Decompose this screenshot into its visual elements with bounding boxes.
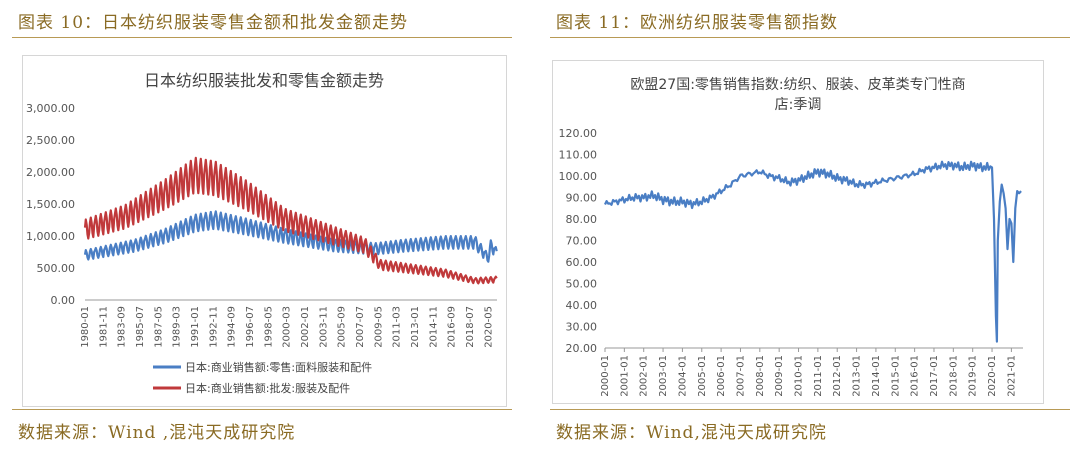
series-retail-line xyxy=(83,210,498,263)
left-caption-rule xyxy=(12,37,512,38)
x-tick-label: 2014-11 xyxy=(428,306,439,348)
eu-retail-index-chart: 欧盟27国:零售销售指数:纺织、服装、皮革类专门性商 店:季调 20.00 30.… xyxy=(559,77,1023,397)
y-tick-label: 30.00 xyxy=(566,321,598,334)
y-tick-label: 3,000.00 xyxy=(26,102,75,115)
right-figure-caption: 图表 11：欧洲纺织服装零售额指数 xyxy=(556,13,839,33)
x-tick-label: 1994-09 xyxy=(227,306,238,348)
series-eu-index-line xyxy=(604,160,1022,343)
right-chart-panel: 欧盟27国:零售销售指数:纺织、服装、皮革类专门性商 店:季调 20.00 30.… xyxy=(552,60,1044,404)
x-tick-label: 2003-01 xyxy=(658,355,669,397)
left-legend: 日本:商业销售额:零售:面料服装和配件 日本:商业销售额:批发:服装及配件 xyxy=(153,360,372,395)
y-tick-label: 60.00 xyxy=(566,256,598,269)
x-tick-label: 2001-01 xyxy=(619,355,630,397)
right-caption-rule xyxy=(550,37,1070,38)
x-tick-label: 2020-01 xyxy=(987,355,998,397)
x-tick-label: 2002-01 xyxy=(300,306,311,348)
x-tick-label: 1981-11 xyxy=(98,306,109,348)
x-tick-label: 2021-01 xyxy=(1006,355,1017,397)
x-tick-label: 2000-01 xyxy=(600,355,611,397)
y-tick-label: 50.00 xyxy=(566,278,598,291)
x-tick-label: 2006-01 xyxy=(716,355,727,397)
x-tick-label: 2002-01 xyxy=(639,355,650,397)
x-tick-label: 2017-01 xyxy=(929,355,940,397)
x-tick-label: 2005-09 xyxy=(337,306,348,348)
y-tick-label: 1,000.00 xyxy=(26,230,75,243)
x-tick-label: 2003-11 xyxy=(318,306,329,348)
x-tick-label: 1980-01 xyxy=(80,306,91,348)
x-tick-label: 2009-05 xyxy=(373,306,384,348)
y-tick-label: 90.00 xyxy=(566,192,598,205)
x-tick-label: 2000-03 xyxy=(282,306,293,348)
x-tick-label: 1996-07 xyxy=(245,306,256,348)
x-tick-label: 1989-03 xyxy=(172,306,183,348)
y-tick-label: 70.00 xyxy=(566,235,598,248)
right-source-note: 数据来源：Wind,混沌天成研究院 xyxy=(556,423,827,443)
right-source-rule xyxy=(550,409,1070,410)
left-chart-panel: 日本纺织服装批发和零售金额走势 0.00 500.00 1,000.00 1,500.… xyxy=(22,55,507,407)
x-tick-label: 1983-09 xyxy=(117,306,128,348)
x-tick-label: 1991-01 xyxy=(190,306,201,348)
legend-label-wholesale: 日本:商业销售额:批发:服装及配件 xyxy=(185,381,350,395)
x-tick-label: 2011-03 xyxy=(392,306,403,348)
x-tick-label: 2005-01 xyxy=(697,355,708,397)
series-wholesale-line xyxy=(83,156,498,285)
y-tick-label: 2,000.00 xyxy=(26,166,75,179)
x-tick-label: 2007-01 xyxy=(735,355,746,397)
x-tick-label: 2011-01 xyxy=(813,355,824,397)
left-source-rule xyxy=(12,409,512,410)
x-tick-label: 2012-01 xyxy=(832,355,843,397)
right-chart-title-line2: 店:季调 xyxy=(775,97,822,113)
y-tick-label: 500.00 xyxy=(37,262,76,275)
legend-label-retail: 日本:商业销售额:零售:面料服装和配件 xyxy=(185,360,372,374)
x-tick-label: 1985-07 xyxy=(135,306,146,348)
x-tick-label: 2016-09 xyxy=(447,306,458,348)
x-tick-label: 2016-01 xyxy=(910,355,921,397)
x-tick-label: 2008-01 xyxy=(755,355,766,397)
x-tick-label: 2014-01 xyxy=(871,355,882,397)
x-tick-label: 2004-01 xyxy=(677,355,688,397)
y-tick-label: 80.00 xyxy=(566,213,598,226)
y-tick-label: 1,500.00 xyxy=(26,198,75,211)
x-tick-label: 1987-05 xyxy=(153,306,164,348)
right-chart-title-line1: 欧盟27国:零售销售指数:纺织、服装、皮革类专门性商 xyxy=(630,77,965,93)
x-tick-label: 2013-01 xyxy=(410,306,421,348)
x-tick-label: 2015-01 xyxy=(890,355,901,397)
x-tick-label: 2013-01 xyxy=(852,355,863,397)
y-tick-label: 100.00 xyxy=(559,170,598,183)
y-tick-label: 20.00 xyxy=(566,342,598,355)
x-tick-label: 1992-11 xyxy=(208,306,219,348)
x-tick-label: 2009-01 xyxy=(774,355,785,397)
x-tick-label: 2018-07 xyxy=(465,306,476,348)
y-tick-label: 2,500.00 xyxy=(26,134,75,147)
x-tick-label: 2007-07 xyxy=(355,306,366,348)
y-tick-label: 120.00 xyxy=(559,127,598,140)
japan-sales-chart: 日本纺织服装批发和零售金额走势 0.00 500.00 1,000.00 1,500.… xyxy=(26,71,498,395)
y-tick-label: 0.00 xyxy=(51,294,76,307)
x-tick-label: 2010-01 xyxy=(794,355,805,397)
left-chart-title: 日本纺织服装批发和零售金额走势 xyxy=(144,71,384,90)
x-tick-label: 1998-05 xyxy=(263,306,274,348)
left-figure-caption: 图表 10：日本纺织服装零售金额和批发金额走势 xyxy=(18,13,409,33)
left-source-note: 数据来源：Wind ,混沌天成研究院 xyxy=(18,423,296,443)
y-tick-label: 40.00 xyxy=(566,299,598,312)
y-tick-label: 110.00 xyxy=(559,149,598,162)
x-tick-label: 2020-05 xyxy=(483,306,494,348)
x-tick-label: 2018-01 xyxy=(948,355,959,397)
x-tick-label: 2019-01 xyxy=(968,355,979,397)
